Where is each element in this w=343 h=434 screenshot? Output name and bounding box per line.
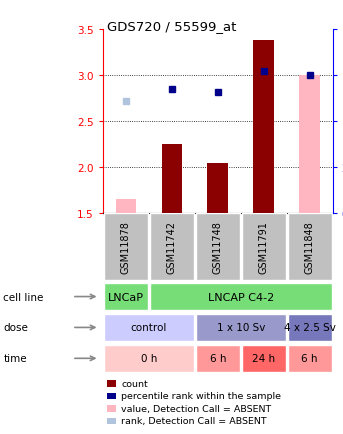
Bar xyxy=(107,405,116,412)
Bar xyxy=(150,214,194,281)
Bar xyxy=(288,345,332,372)
Text: value, Detection Call = ABSENT: value, Detection Call = ABSENT xyxy=(121,404,272,413)
Bar xyxy=(116,200,136,214)
Bar xyxy=(107,380,116,387)
Bar xyxy=(288,314,332,341)
Bar xyxy=(242,345,286,372)
Bar xyxy=(107,393,116,399)
Text: rank, Detection Call = ABSENT: rank, Detection Call = ABSENT xyxy=(121,417,267,425)
Text: LNCAP C4-2: LNCAP C4-2 xyxy=(208,292,274,302)
Text: LNCaP: LNCaP xyxy=(108,292,144,302)
Text: 6 h: 6 h xyxy=(210,354,226,363)
Text: time: time xyxy=(3,354,27,363)
Text: dose: dose xyxy=(3,323,28,332)
Bar xyxy=(104,214,148,281)
Text: 4 x 2.5 Sv: 4 x 2.5 Sv xyxy=(284,323,336,332)
Text: 1 x 10 Sv: 1 x 10 Sv xyxy=(216,323,265,332)
Text: GSM11791: GSM11791 xyxy=(259,221,269,273)
Bar xyxy=(208,163,228,214)
Bar xyxy=(104,283,148,310)
Bar xyxy=(196,214,240,281)
Text: 6 h: 6 h xyxy=(301,354,318,363)
Text: 24 h: 24 h xyxy=(252,354,275,363)
Text: percentile rank within the sample: percentile rank within the sample xyxy=(121,391,281,401)
Text: GDS720 / 55599_at: GDS720 / 55599_at xyxy=(107,20,236,33)
Bar xyxy=(104,314,194,341)
Text: GSM11878: GSM11878 xyxy=(121,221,131,273)
Bar xyxy=(162,145,182,214)
Bar xyxy=(196,345,240,372)
Bar xyxy=(253,41,274,214)
Text: GSM11742: GSM11742 xyxy=(167,221,177,273)
Text: control: control xyxy=(131,323,167,332)
Bar xyxy=(107,418,116,424)
Bar xyxy=(288,214,332,281)
Bar xyxy=(196,314,286,341)
Text: cell line: cell line xyxy=(3,292,44,302)
Text: 0 h: 0 h xyxy=(141,354,157,363)
Text: count: count xyxy=(121,379,148,388)
Bar xyxy=(150,283,332,310)
Bar xyxy=(299,76,320,214)
Bar xyxy=(104,345,194,372)
Text: GSM11748: GSM11748 xyxy=(213,221,223,273)
Text: GSM11848: GSM11848 xyxy=(305,221,315,273)
Bar xyxy=(242,214,286,281)
